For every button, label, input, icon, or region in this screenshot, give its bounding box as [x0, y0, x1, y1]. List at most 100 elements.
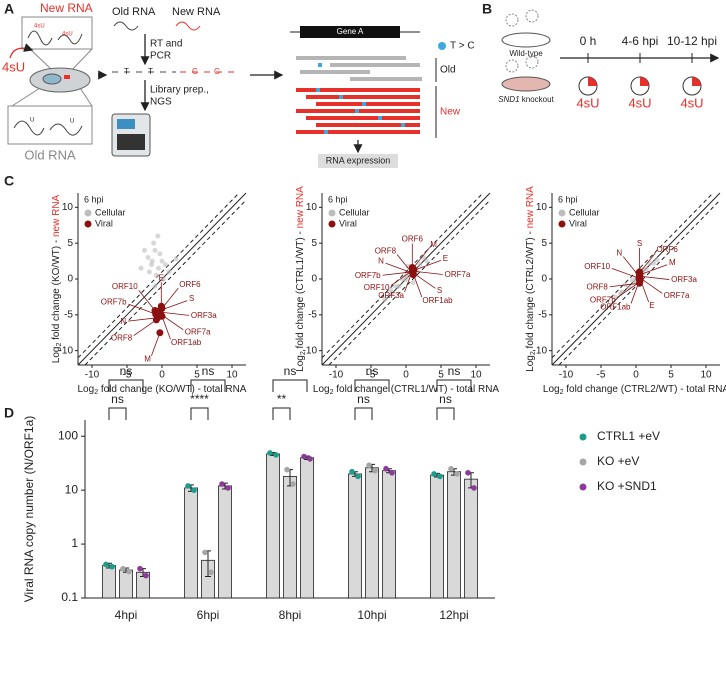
x-tick-label: -5: [597, 370, 606, 381]
label-highlight: new RNA: [51, 194, 62, 237]
read-new: [316, 102, 420, 106]
seq-base: T: [148, 67, 153, 76]
replicate-point: [208, 569, 214, 576]
label-leader: [161, 316, 171, 340]
y-tick-label: 100: [58, 428, 78, 442]
x-tick-label: 4hpi: [115, 608, 138, 622]
legend-label: Cellular: [569, 207, 600, 217]
mutation-legend: T > C: [450, 41, 475, 52]
zoom-line: [69, 48, 93, 73]
replicate-point: [366, 462, 372, 469]
point-label: ORF3a: [378, 291, 404, 300]
replicate-point: [431, 471, 437, 477]
point-label: ORF8: [375, 246, 397, 255]
y-tick-label: 0: [541, 274, 547, 285]
point-label: ORF8: [111, 333, 133, 342]
timepoint-label: 4-6 hpi: [622, 34, 659, 48]
output-label: RNA expression: [326, 155, 391, 165]
zoom-line: [79, 87, 93, 107]
x-tick-label: -5: [123, 370, 132, 381]
replicate-point: [137, 565, 143, 572]
significance-label: ns: [202, 364, 215, 378]
virus: [505, 59, 519, 73]
inset-mark: 4sU: [62, 32, 73, 38]
significance-label: ns: [120, 364, 133, 378]
timepoint-label: 0 h: [580, 34, 597, 48]
significance-label: ns: [439, 392, 452, 406]
viral-point: [156, 329, 164, 337]
y-tick-label: 10: [536, 202, 548, 213]
read-mutation: [355, 109, 359, 113]
timepoint-label: 10-12 hpi: [667, 34, 717, 48]
significance-bracket: [272, 407, 291, 420]
condition-label: Wild-type: [509, 49, 543, 58]
y-tick-label: 10: [65, 482, 79, 496]
replicate-point: [126, 568, 132, 575]
gene-bar: [300, 26, 400, 38]
cellular-point: [173, 256, 179, 262]
point-label: ORF3a: [671, 275, 697, 284]
y-tick-label: -10: [533, 345, 548, 356]
bar: [102, 565, 116, 599]
label-base: Log: [51, 347, 62, 364]
point-label: E: [443, 254, 448, 263]
point-label: E: [159, 273, 164, 282]
point-label: M: [430, 240, 437, 249]
x-tick-label: 0: [159, 370, 165, 381]
viral-point: [636, 273, 643, 281]
read-old: [300, 70, 370, 74]
bar: [218, 485, 232, 599]
replicate-point: [185, 483, 191, 489]
x-tick-label: 0: [633, 370, 639, 381]
label-subscript: 2: [560, 389, 564, 396]
inset-mark: 4sU: [34, 24, 45, 30]
bar: [382, 470, 396, 599]
label-subscript: 2: [56, 343, 63, 347]
label-leader: [161, 287, 179, 309]
label-base: Log: [295, 355, 306, 372]
replicate-point: [103, 561, 109, 568]
viral-point: [151, 307, 159, 315]
point-label: N: [378, 257, 384, 266]
replicate-point: [437, 473, 443, 480]
legend-label: Viral: [95, 218, 113, 228]
label-subscript: 2: [300, 351, 307, 355]
y-tick-label: -5: [308, 309, 317, 320]
y-tick-label: 10: [62, 202, 74, 213]
x-tick-label: -10: [85, 370, 100, 381]
viral-point: [409, 271, 417, 279]
cellular-point: [654, 257, 660, 263]
inset-box: [21, 16, 93, 50]
cellular-point: [152, 283, 158, 289]
cellular-point: [424, 258, 430, 264]
label-leader: [622, 256, 640, 278]
label-leader: [638, 252, 656, 274]
significance-bracket: [272, 379, 308, 392]
read-new: [316, 123, 420, 127]
new-rna-spot: [64, 75, 70, 79]
cellular-point: [152, 247, 158, 253]
pulse-arrow: [9, 43, 34, 59]
replicate-point: [454, 471, 460, 477]
point-label: ORF7b: [355, 271, 381, 280]
replicate-point: [143, 572, 149, 579]
chart-title: 6 hpi: [84, 194, 104, 204]
x-tick-label: 10hpi: [357, 608, 386, 622]
bar: [348, 473, 362, 599]
point-label: N: [120, 317, 126, 326]
cellular-point: [156, 265, 161, 271]
y-tick-label: 5: [541, 238, 547, 249]
cellular-point: [382, 296, 388, 302]
significance-bracket: [436, 379, 472, 392]
point-label: ORF7b: [590, 295, 616, 304]
step-label: NGS: [150, 97, 172, 108]
point-label: M: [144, 355, 151, 364]
point-label: ORF1ab: [171, 338, 202, 347]
label-leader: [382, 271, 413, 276]
seq-base: C: [214, 67, 220, 76]
significance-label: ns: [448, 364, 461, 378]
label-leader: [128, 303, 156, 315]
new-rna-label: New RNA: [40, 1, 93, 15]
legend-marker: [579, 483, 587, 491]
